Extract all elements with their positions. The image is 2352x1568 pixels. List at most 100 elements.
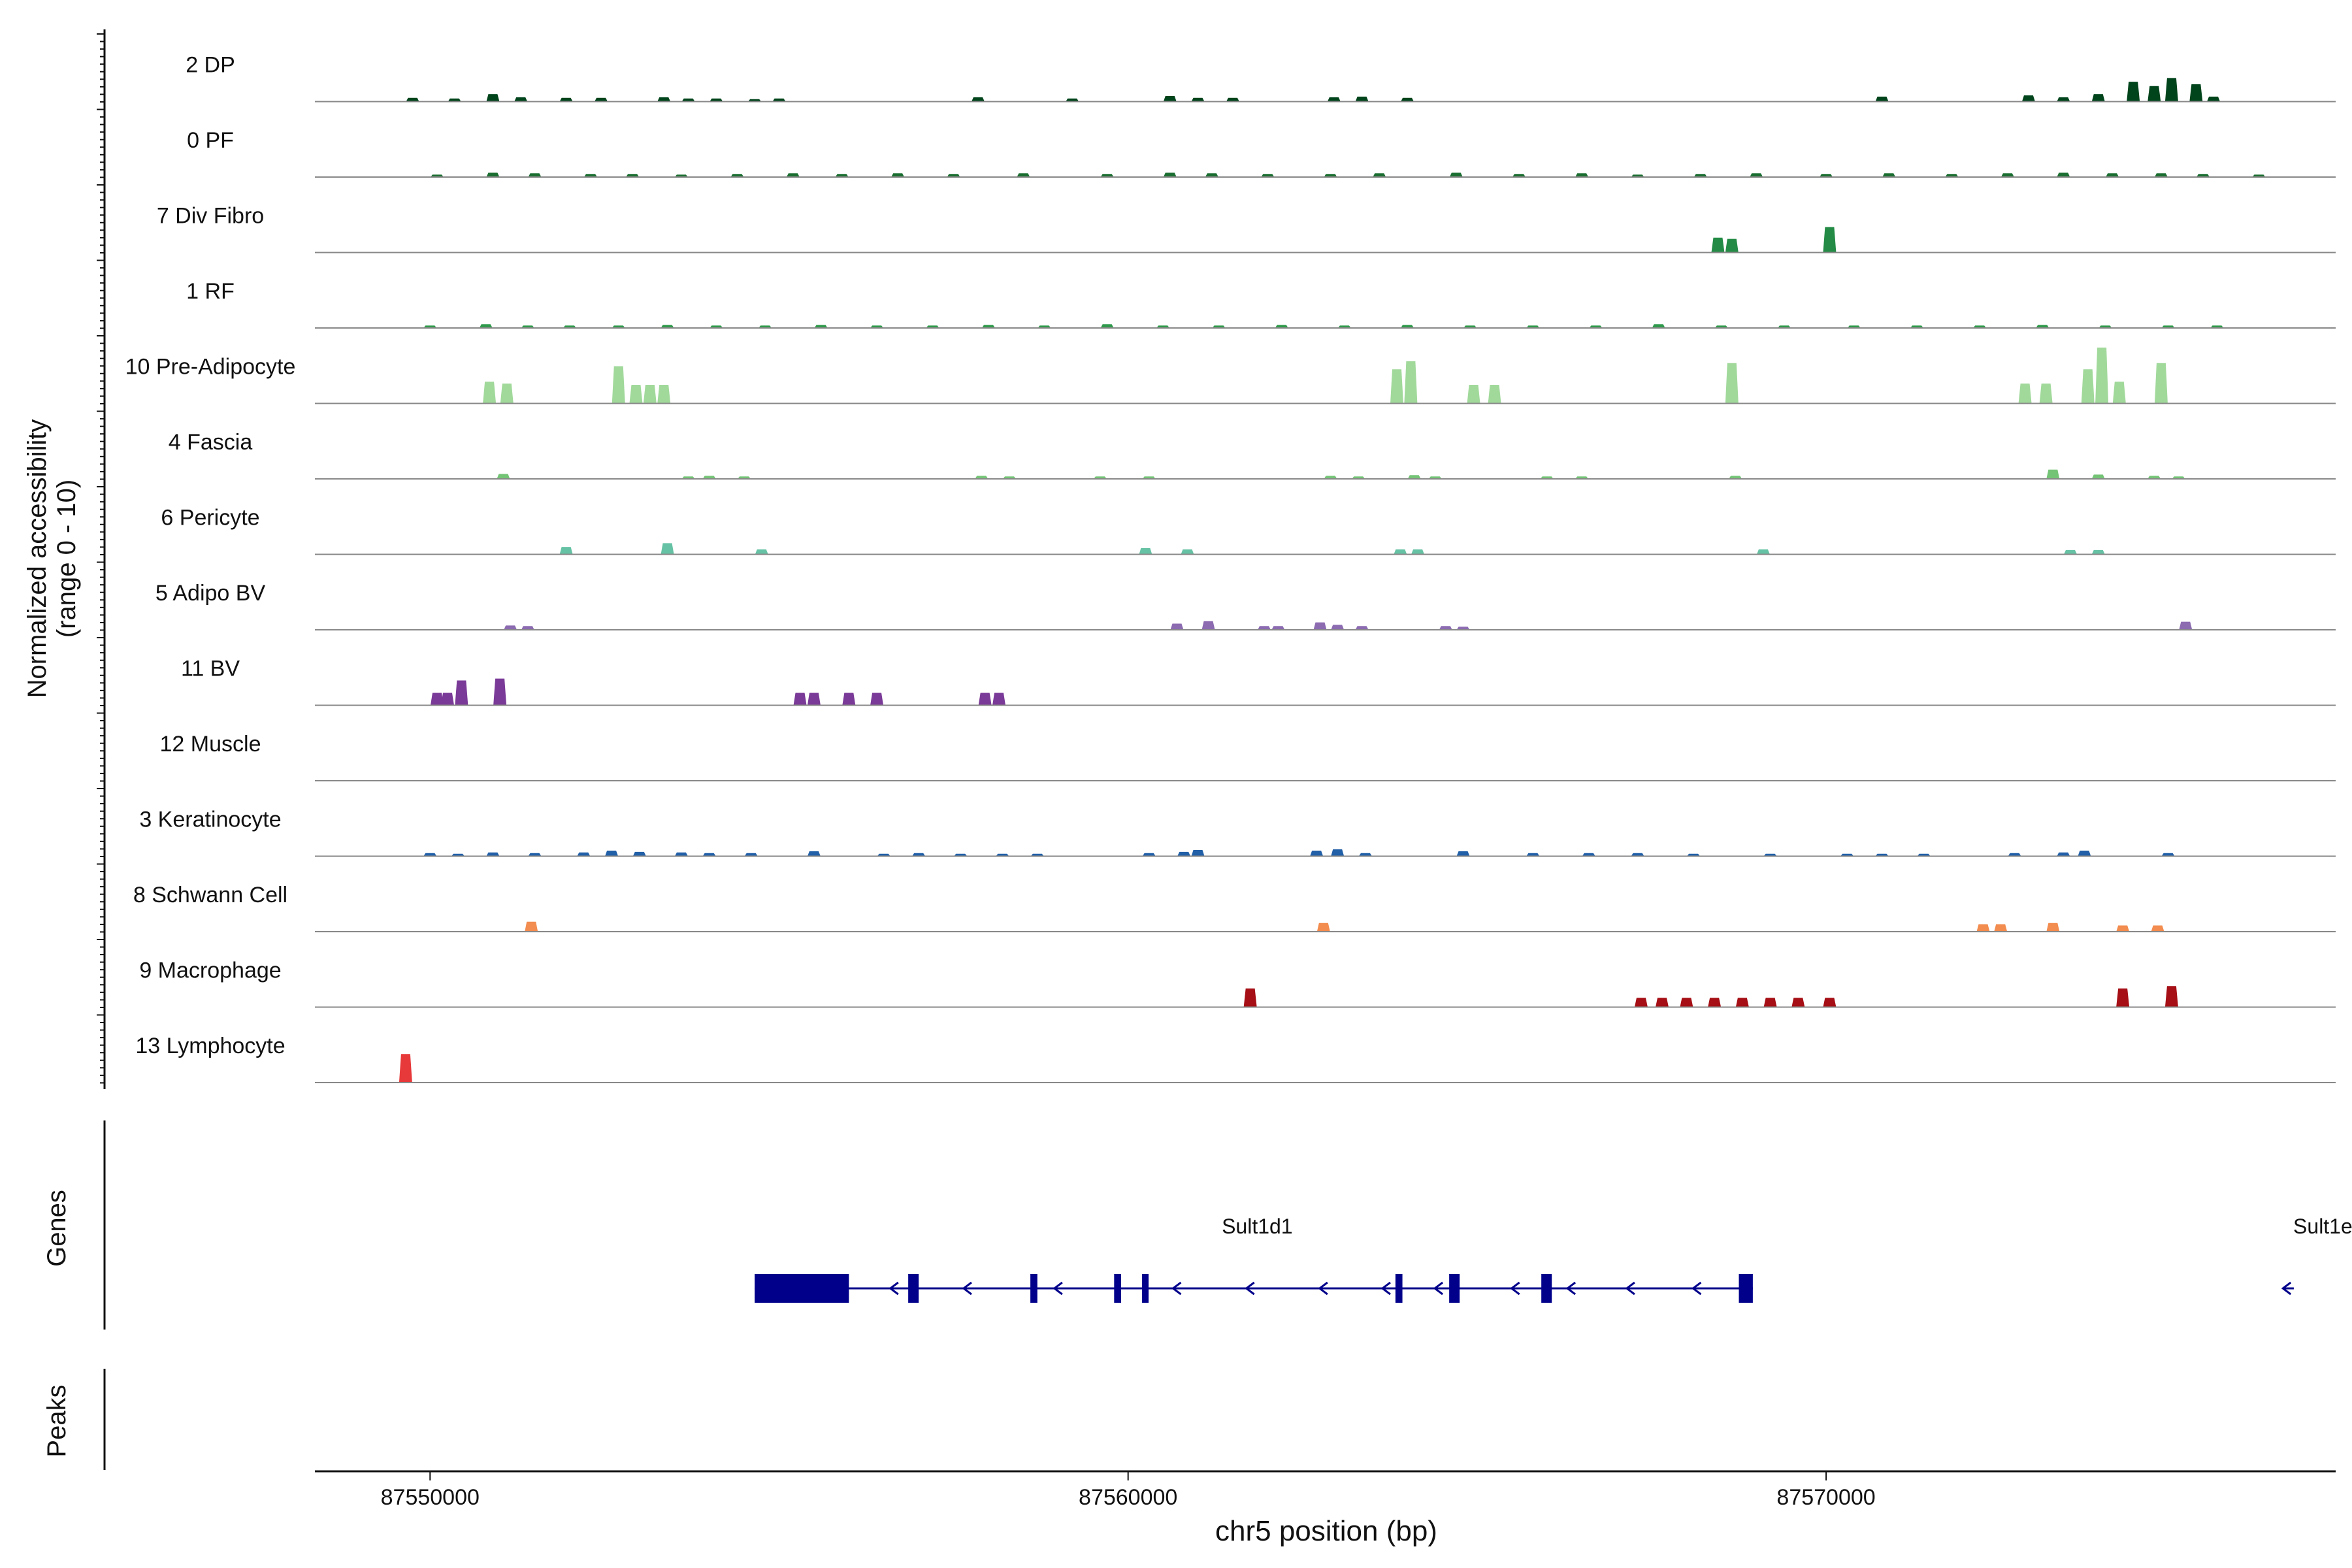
peak-mark xyxy=(1313,622,1327,630)
peak-mark xyxy=(1823,227,1837,253)
peak-mark xyxy=(702,476,716,479)
peak-mark xyxy=(497,474,510,479)
peak-mark xyxy=(2046,923,2060,932)
track-label: 10 Pre-Adipocyte xyxy=(125,355,296,380)
peak-mark xyxy=(870,693,884,706)
peak-mark xyxy=(2106,173,2119,177)
gene-label: Sult1e1 xyxy=(2293,1215,2352,1238)
gene-strand-arrow xyxy=(1433,1281,1444,1296)
peak-mark xyxy=(814,325,828,328)
peak-mark xyxy=(1882,173,1896,177)
gene-Sult1e1: Sult1e1 xyxy=(2281,1215,2352,1296)
peak-mark xyxy=(2064,549,2078,555)
track-10: 3 Keratinocyte xyxy=(139,808,2336,857)
peak-mark xyxy=(2112,382,2126,404)
peak-mark xyxy=(455,680,468,706)
peak-mark xyxy=(1735,998,1749,1007)
peak-mark xyxy=(2057,172,2070,177)
peak-mark xyxy=(486,94,500,102)
peak-mark xyxy=(2091,549,2105,555)
gene-exon xyxy=(1739,1274,1753,1303)
gene-strand-arrow xyxy=(1318,1281,1328,1296)
peak-mark xyxy=(1488,385,1501,404)
track-label: 1 RF xyxy=(186,279,235,304)
gene-exon xyxy=(1395,1274,1403,1303)
gene-exon xyxy=(1449,1274,1460,1303)
peak-mark xyxy=(632,851,646,857)
peak-mark xyxy=(793,693,807,706)
x-tick-label: 87560000 xyxy=(1079,1485,1177,1510)
peak-mark xyxy=(1411,549,1425,555)
peak-mark xyxy=(2148,86,2161,102)
genes-panel-label: Genes xyxy=(42,1190,71,1267)
peak-mark xyxy=(577,852,591,857)
peak-mark xyxy=(1725,363,1739,404)
peak-mark xyxy=(2046,469,2060,479)
peaks-panel-label: Peaks xyxy=(42,1384,71,1457)
y-axis-label-line-2: (range 0 - 10) xyxy=(52,480,81,638)
track-9: 12 Muscle xyxy=(160,732,2336,781)
track-label: 6 Pericyte xyxy=(161,506,259,531)
peak-mark xyxy=(1575,173,1589,177)
peak-mark xyxy=(1729,476,1742,479)
track-4: 10 Pre-Adipocyte xyxy=(125,348,2336,404)
peak-mark xyxy=(1401,97,1414,102)
peak-mark xyxy=(1390,369,1404,404)
track-label: 13 Lymphocyte xyxy=(135,1034,285,1058)
peak-mark xyxy=(448,98,461,102)
peak-mark xyxy=(1205,173,1218,177)
track-5: 4 Fascia xyxy=(169,430,2336,480)
peak-mark xyxy=(1191,850,1205,857)
peak-mark xyxy=(1181,549,1194,555)
peak-mark xyxy=(1456,627,1470,630)
gene-exon xyxy=(1114,1274,1121,1303)
track-label: 7 Div Fibro xyxy=(157,204,264,229)
peak-mark xyxy=(2116,988,2130,1007)
track-label: 8 Schwann Cell xyxy=(133,883,287,907)
peak-mark xyxy=(1994,924,2008,932)
peak-mark xyxy=(744,853,758,857)
peak-mark xyxy=(1456,851,1470,857)
peak-mark xyxy=(2189,84,2203,102)
x-axis-label: chr5 position (bp) xyxy=(1215,1515,1437,1547)
peak-mark xyxy=(1017,173,1030,177)
peak-mark xyxy=(1708,998,1722,1007)
peak-mark xyxy=(1201,621,1215,630)
peak-mark xyxy=(1763,998,1777,1007)
peak-mark xyxy=(1100,174,1114,177)
track-11: 8 Schwann Cell xyxy=(133,883,2336,932)
peak-mark xyxy=(1512,174,1526,177)
peak-mark xyxy=(493,678,507,706)
peak-mark xyxy=(399,1054,412,1083)
peak-mark xyxy=(626,174,640,177)
track-label: 2 DP xyxy=(186,53,235,78)
peak-mark xyxy=(2154,173,2168,177)
peak-mark xyxy=(1243,988,1257,1007)
peak-mark xyxy=(1271,626,1285,630)
peak-mark xyxy=(2081,369,2095,404)
peak-mark xyxy=(1680,998,1693,1007)
peak-mark xyxy=(612,366,625,404)
peak-mark xyxy=(559,97,573,102)
y-axis xyxy=(97,29,106,1089)
peak-mark xyxy=(643,385,657,404)
track-1: 0 PF xyxy=(187,128,2336,178)
gene-strand-arrow xyxy=(1691,1281,1702,1296)
peak-mark xyxy=(483,382,497,404)
accessibility-tracks: 2 DP 0 PF 7 Div Fibro 1 RF 10 Pre-Adipocyte 4… xyxy=(97,29,2336,1089)
peak-mark xyxy=(2197,174,2210,177)
peak-mark xyxy=(2036,325,2050,328)
peak-mark xyxy=(1582,853,1595,857)
peak-mark xyxy=(525,921,538,932)
peak-mark xyxy=(1139,548,1152,555)
peak-mark xyxy=(2127,82,2140,102)
peak-mark xyxy=(891,173,905,177)
peak-mark xyxy=(1331,849,1345,857)
peak-mark xyxy=(2039,384,2053,404)
peak-mark xyxy=(2021,95,2035,102)
peak-mark xyxy=(2018,384,2032,404)
peak-mark xyxy=(479,324,493,328)
peak-mark xyxy=(2091,94,2105,102)
peak-mark xyxy=(2095,348,2109,404)
peak-mark xyxy=(2008,853,2021,857)
